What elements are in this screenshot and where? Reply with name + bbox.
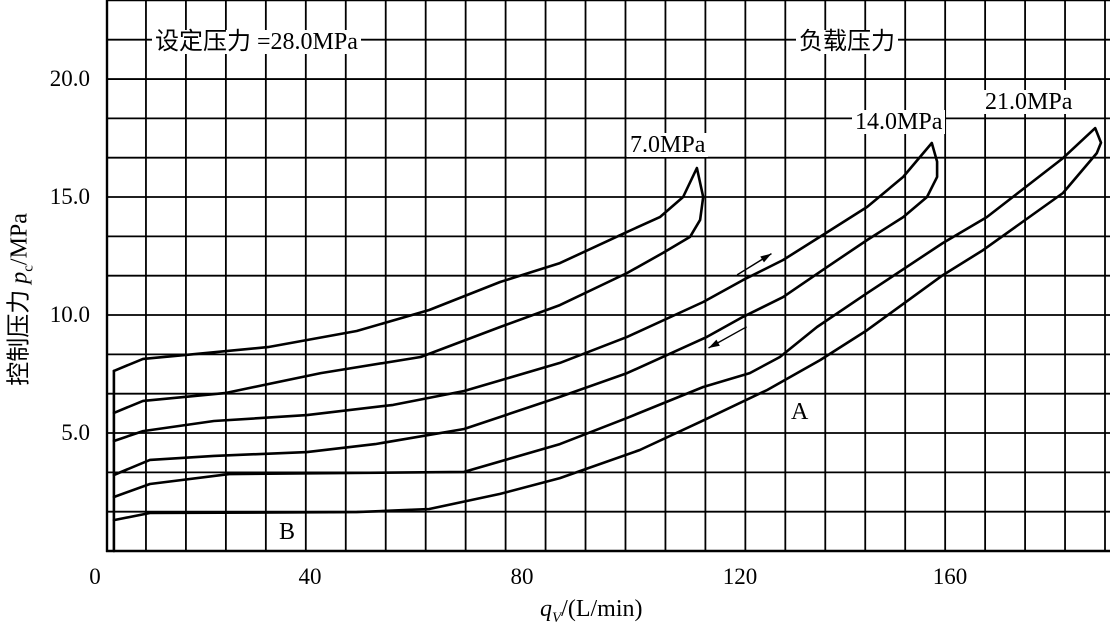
series-label-14mpa: 14.0MPa [852, 110, 946, 134]
point-b-label: B [279, 519, 296, 545]
series-line-7-0mpa [112, 166, 705, 415]
x-tick-label: 160 [932, 564, 968, 589]
series-line-14-0mpa [112, 141, 939, 477]
y-axis-symbol: p [6, 271, 33, 284]
arrows [708, 253, 772, 349]
x-axis-unit: /(L/min) [561, 596, 643, 622]
y-axis-label-text: 控制压力 [6, 283, 33, 386]
grid [106, 0, 1110, 551]
x-tick-label: 80 [510, 564, 534, 589]
y-axis-unit: /MPa [6, 213, 33, 266]
y-tick-label: 20.0 [49, 66, 90, 91]
x-axis-label: qV/(L/min) [540, 596, 643, 627]
load-pressure-label: 负载压力 [796, 30, 898, 54]
set-pressure-label: 设定压力 =28.0MPa [152, 30, 361, 54]
y-axis-label: 控制压力 pc/MPa [0, 199, 37, 399]
point-a-label: A [791, 399, 809, 425]
arrow-increasing-head [760, 253, 772, 263]
y-tick-label: 10.0 [49, 302, 90, 327]
series-label-7mpa: 7.0MPa [627, 133, 709, 157]
y-axis-subscript: c [20, 265, 37, 272]
x-axis-subscript: V [552, 609, 562, 626]
x-tick-label: 40 [298, 564, 322, 589]
series-line-21-0mpa [112, 126, 1103, 522]
y-tick-label: 5.0 [61, 420, 90, 445]
axes [105, 0, 1110, 553]
x-tick-label: 0 [89, 564, 101, 589]
arrow-decreasing-head [708, 339, 720, 349]
series-label-21mpa: 21.0MPa [982, 90, 1076, 114]
x-axis-symbol: q [540, 596, 552, 622]
x-tick-label: 120 [722, 564, 758, 589]
y-tick-label: 15.0 [49, 184, 90, 209]
curves [112, 126, 1103, 553]
